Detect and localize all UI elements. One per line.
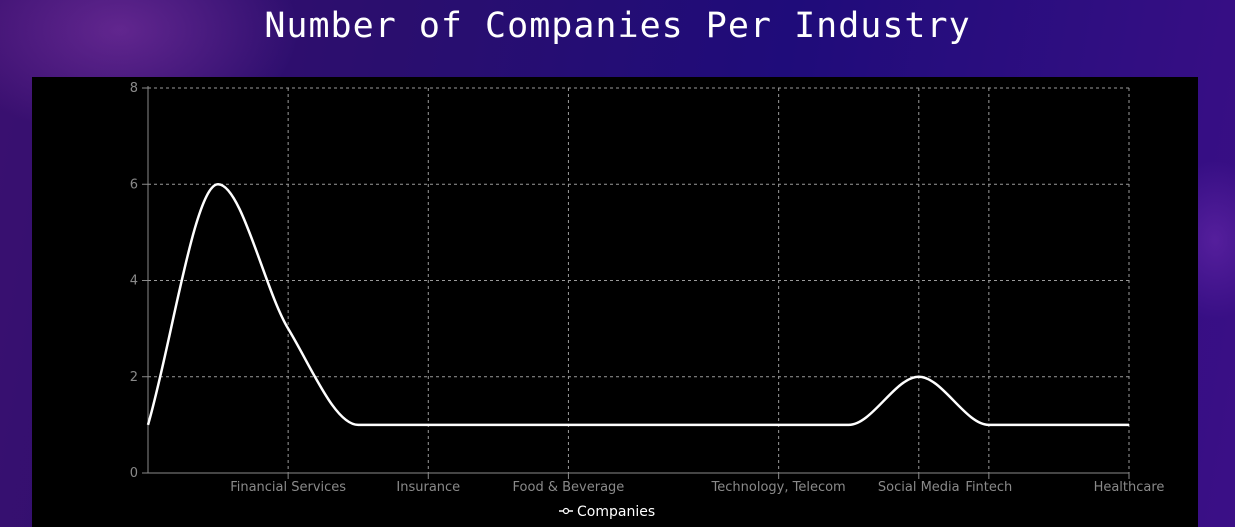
y-tick-label: 2 — [130, 370, 138, 385]
x-tick-label: Social Media — [878, 480, 960, 495]
legend-label: Companies — [577, 504, 655, 520]
chart-panel: 0 2 4 6 8 Financial Services Insurance Food & B… — [32, 77, 1198, 527]
x-tick-label: Financial Services — [230, 480, 346, 495]
x-tick-label: Insurance — [396, 480, 460, 495]
legend-marker-symbol — [562, 507, 570, 515]
line-chart: 0 2 4 6 8 Financial Services Insurance Food & B… — [130, 81, 1165, 520]
chart-title: Number of Companies Per Industry — [264, 6, 971, 46]
x-tick-label: Fintech — [965, 480, 1012, 495]
y-tick-label: 6 — [130, 177, 138, 192]
x-tick-label: Food & Beverage — [513, 480, 625, 495]
y-tick-label: 8 — [130, 81, 138, 96]
series-line-companies — [146, 182, 1129, 427]
y-tick-label: 4 — [130, 274, 138, 289]
x-tick-label: Healthcare — [1094, 480, 1165, 495]
x-tick-label: Technology, Telecom — [711, 480, 846, 495]
y-tick-label: 0 — [130, 466, 138, 481]
